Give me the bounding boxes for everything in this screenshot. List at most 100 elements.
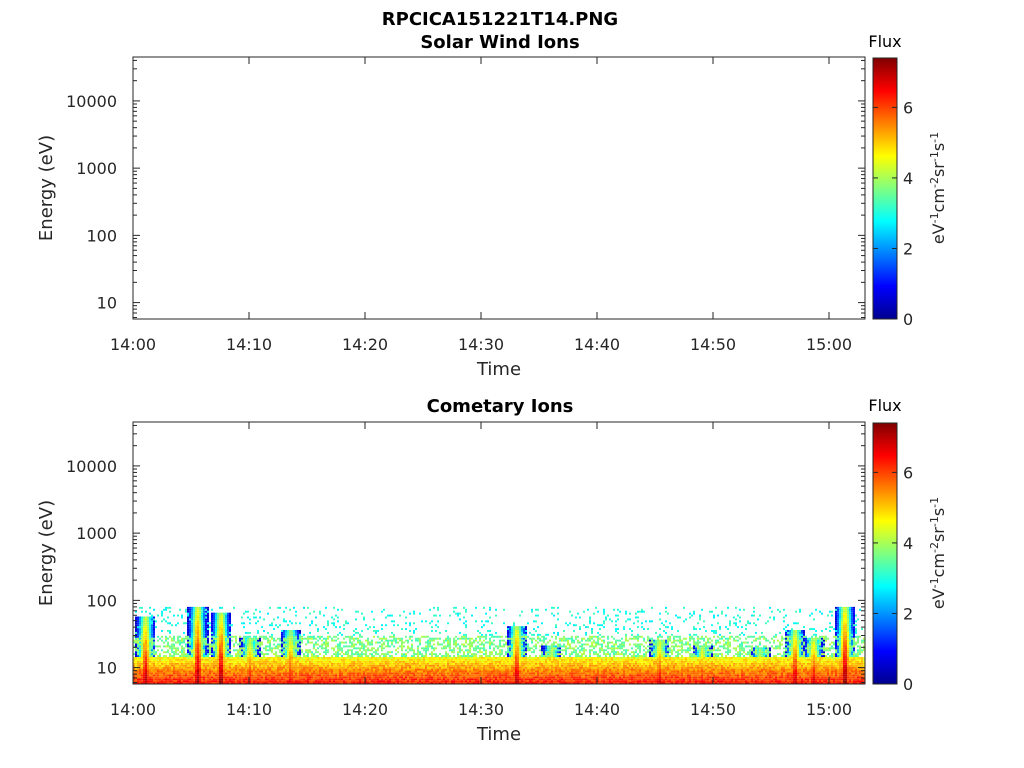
spectrogram-cell [191, 624, 193, 627]
spectrogram-cell [297, 645, 299, 648]
spectrogram-cell [155, 658, 157, 661]
spectrogram-cell [521, 649, 523, 652]
spectrogram-cell [149, 626, 151, 629]
spectrogram-cell [439, 668, 441, 671]
spectrogram-cell [473, 658, 475, 661]
spectrogram-cell [337, 682, 339, 684]
spectrogram-cell [471, 678, 473, 681]
spectrogram-cell [323, 662, 325, 665]
spectrogram-cell [347, 662, 349, 665]
spectrogram-cell [495, 674, 497, 677]
spectrogram-cell [327, 622, 329, 625]
spectrogram-cell [471, 670, 473, 673]
spectrogram-cell [149, 633, 151, 636]
spectrogram-cell [225, 624, 227, 627]
spectrogram-cell [373, 676, 375, 679]
spectrogram-cell [145, 680, 147, 683]
spectrogram-cell [227, 637, 229, 640]
spectrogram-cell [213, 676, 215, 679]
spectrogram-cell [259, 653, 261, 656]
spectrogram-cell [141, 618, 143, 621]
spectrogram-cell [323, 655, 325, 658]
spectrogram-cell [431, 658, 433, 661]
spectrogram-cell [355, 618, 357, 621]
spectrogram-cell [421, 680, 423, 683]
spectrogram-cell [137, 643, 139, 646]
spectrogram-cell [463, 655, 465, 658]
spectrogram-cell [377, 680, 379, 683]
spectrogram-cell [351, 635, 353, 638]
spectrogram-cell [217, 620, 219, 623]
spectrogram-cell [495, 635, 497, 638]
spectrogram-cell [517, 631, 519, 634]
spectrogram-cell [243, 649, 245, 652]
spectrogram-cell [259, 660, 261, 663]
spectrogram-cell [367, 676, 369, 679]
spectrogram-cell [397, 657, 399, 659]
spectrogram-cell [215, 658, 217, 661]
spectrogram-cell [257, 676, 259, 679]
spectrogram-cell [431, 651, 433, 654]
spectrogram-cell [345, 641, 347, 644]
spectrogram-cell [453, 678, 455, 681]
spectrogram-cell [261, 643, 263, 646]
spectrogram-cell [391, 620, 393, 623]
spectrogram-cell [181, 645, 183, 648]
spectrogram-cell [295, 641, 297, 644]
spectrogram-cell [519, 655, 521, 658]
spectrogram-cell [421, 620, 423, 623]
spectrogram-cell [197, 639, 199, 642]
spectrogram-cell [159, 653, 161, 656]
spectrogram-cell [499, 641, 501, 644]
spectrogram-cell [331, 662, 333, 665]
spectrogram-cell [517, 676, 519, 679]
spectrogram-cell [193, 631, 195, 634]
spectrogram-cell [325, 670, 327, 673]
spectrogram-cell [255, 670, 257, 673]
spectrogram-cell [361, 672, 363, 675]
spectrogram-cell [189, 678, 191, 681]
spectrogram-cell [347, 645, 349, 648]
spectrogram-cell [205, 631, 207, 634]
spectrogram-cell [365, 645, 367, 648]
spectrogram-cell [193, 630, 195, 632]
spectrogram-cell [415, 660, 417, 663]
spectrogram-cell [511, 676, 513, 679]
spectrogram-cell [137, 655, 139, 658]
spectrogram-cell [367, 678, 369, 681]
spectrogram-cell [275, 624, 277, 627]
spectrogram-cell [327, 672, 329, 675]
spectrogram-cell [199, 610, 201, 613]
spectrogram-cell [257, 660, 259, 663]
spectrogram-cell [199, 616, 201, 619]
spectrogram-cell [297, 641, 299, 644]
spectrogram-cell [519, 672, 521, 675]
spectrogram-cell [481, 664, 483, 667]
spectrogram-cell [437, 662, 439, 665]
spectrogram-cell [153, 660, 155, 663]
spectrogram-cell [373, 660, 375, 663]
spectrogram-cell [357, 653, 359, 656]
spectrogram-cell [181, 637, 183, 640]
spectrogram-cell [139, 672, 141, 675]
spectrogram-cell [453, 680, 455, 683]
spectrogram-cell [379, 666, 381, 669]
spectrogram-cell [471, 666, 473, 669]
spectrogram-cell [375, 657, 377, 659]
spectrogram-cell [509, 662, 511, 665]
spectrogram-cell [361, 658, 363, 661]
spectrogram-cell [357, 682, 359, 684]
spectrogram-cell [159, 666, 161, 669]
spectrogram-cell [511, 668, 513, 671]
spectrogram-cell [369, 672, 371, 675]
spectrogram-cell [495, 666, 497, 669]
spectrogram-cell [169, 658, 171, 661]
spectrogram-cell [399, 672, 401, 675]
spectrogram-cell [509, 666, 511, 669]
spectrogram-cell [423, 666, 425, 669]
spectrogram-cell [347, 672, 349, 675]
spectrogram-cell [463, 653, 465, 656]
spectrogram-cell [161, 682, 163, 684]
spectrogram-cell [203, 637, 205, 640]
spectrogram-cell [451, 662, 453, 665]
